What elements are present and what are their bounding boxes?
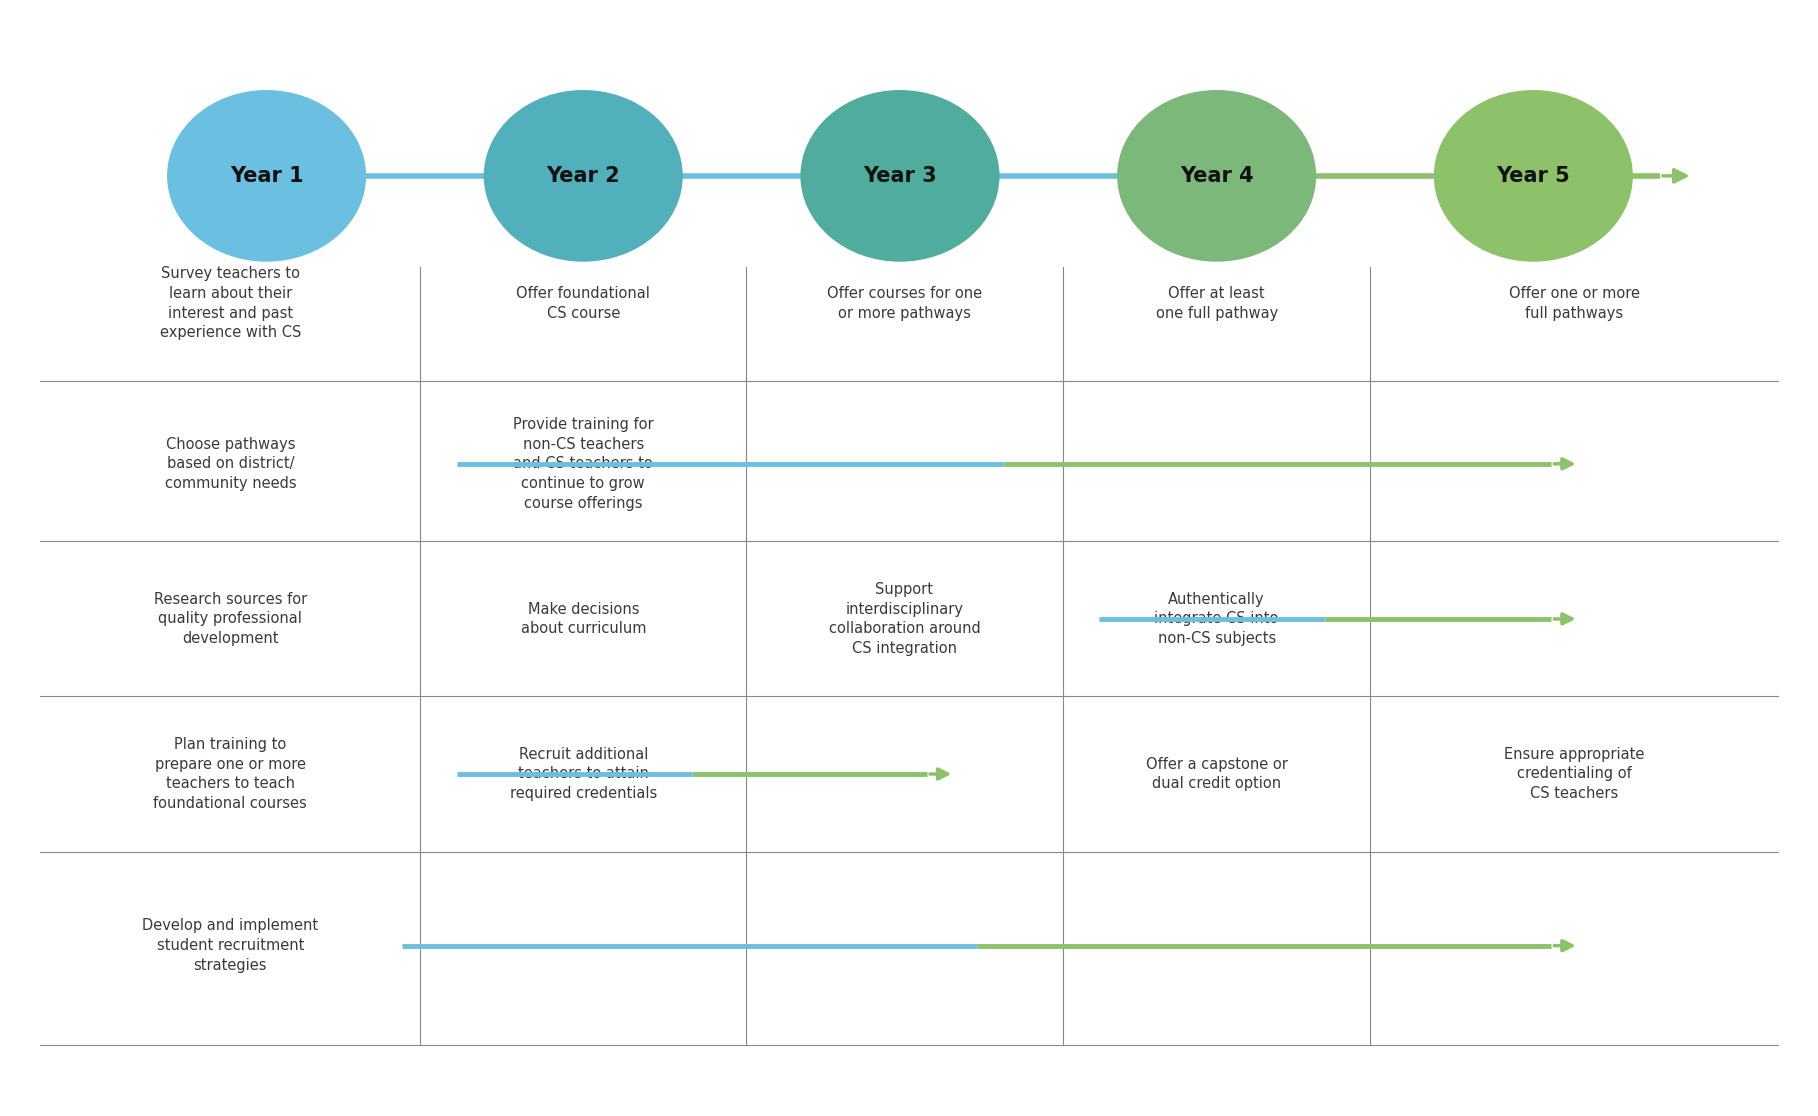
Text: Survey teachers to
learn about their
interest and past
experience with CS: Survey teachers to learn about their int…	[160, 266, 302, 340]
Text: Choose pathways
based on district/
community needs: Choose pathways based on district/ commu…	[165, 436, 296, 491]
Ellipse shape	[800, 90, 1000, 261]
Text: Research sources for
quality professional
development: Research sources for quality professiona…	[155, 591, 307, 646]
Text: Make decisions
about curriculum: Make decisions about curriculum	[520, 602, 645, 636]
Text: Year 4: Year 4	[1180, 166, 1253, 186]
Ellipse shape	[484, 90, 684, 261]
Text: Offer foundational
CS course: Offer foundational CS course	[516, 286, 651, 320]
Text: Offer one or more
full pathways: Offer one or more full pathways	[1509, 286, 1640, 320]
Text: Develop and implement
student recruitment
strategies: Develop and implement student recruitmen…	[142, 918, 318, 973]
Text: Year 3: Year 3	[864, 166, 936, 186]
Text: Year 5: Year 5	[1496, 166, 1571, 186]
Text: Year 1: Year 1	[229, 166, 304, 186]
Text: Plan training to
prepare one or more
teachers to teach
foundational courses: Plan training to prepare one or more tea…	[153, 737, 307, 811]
Text: Offer at least
one full pathway: Offer at least one full pathway	[1156, 286, 1278, 320]
Ellipse shape	[167, 90, 365, 261]
Ellipse shape	[1434, 90, 1633, 261]
Text: Recruit additional
teachers to attain
required credentials: Recruit additional teachers to attain re…	[509, 747, 656, 801]
Text: Authentically
integrate CS into
non-CS subjects: Authentically integrate CS into non-CS s…	[1154, 591, 1278, 646]
Ellipse shape	[1116, 90, 1316, 261]
Text: Provide training for
non-CS teachers
and CS teachers to
continue to grow
course : Provide training for non-CS teachers and…	[513, 416, 654, 511]
Text: Ensure appropriate
credentialing of
CS teachers: Ensure appropriate credentialing of CS t…	[1503, 747, 1643, 801]
Text: Offer a capstone or
dual credit option: Offer a capstone or dual credit option	[1145, 757, 1287, 791]
Text: Support
interdisciplinary
collaboration around
CS integration: Support interdisciplinary collaboration …	[829, 581, 980, 656]
Text: Year 2: Year 2	[547, 166, 620, 186]
Text: Offer courses for one
or more pathways: Offer courses for one or more pathways	[827, 286, 982, 320]
